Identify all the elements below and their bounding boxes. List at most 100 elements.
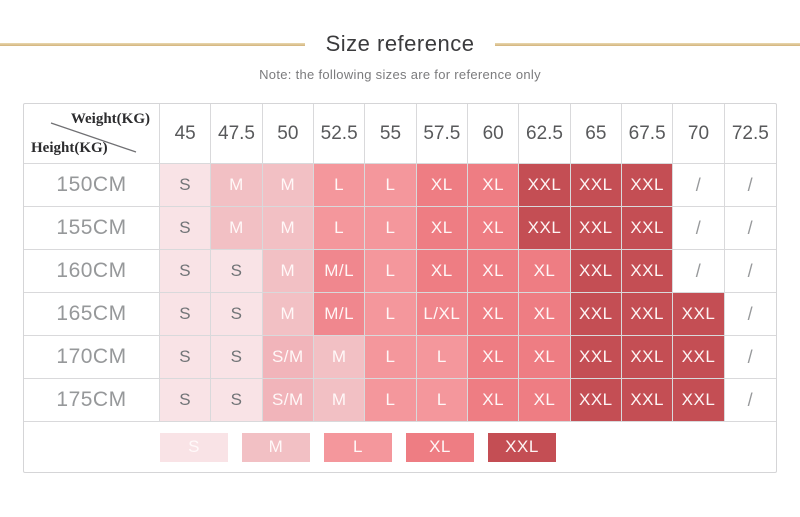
size-cell: L (365, 379, 417, 422)
size-cell: XL (467, 293, 520, 336)
size-cell: XL (519, 293, 571, 336)
weight-axis-label: Weight(KG) (70, 111, 150, 127)
size-cell: M/L (313, 250, 366, 293)
size-cell: S/M (262, 336, 314, 379)
height-label-cell: 175CM (24, 379, 160, 422)
size-cell: L (313, 207, 366, 250)
weight-header-cell: 45 (160, 104, 212, 164)
size-cell: L (365, 293, 417, 336)
size-cell: M (262, 293, 314, 336)
size-cell: L (313, 164, 366, 207)
title-divider-line-right (495, 42, 800, 46)
size-cell: L/XL (416, 293, 468, 336)
size-cell-empty: / (724, 164, 776, 207)
size-cell: S (160, 379, 212, 422)
size-cell-empty: / (673, 250, 725, 293)
size-cell: XXL (673, 379, 725, 422)
height-label-cell: 155CM (24, 207, 160, 250)
size-cell: XXL (570, 250, 622, 293)
size-legend: S M L XL XXL (24, 422, 776, 472)
corner-cell: Weight(KG) Height(KG) (24, 104, 160, 164)
size-cell: L (365, 336, 417, 379)
size-cell: XL (467, 336, 520, 379)
size-cell: XXL (570, 164, 622, 207)
size-cell: M (262, 164, 314, 207)
size-cell: XXL (621, 164, 674, 207)
title-divider-line-left (0, 42, 305, 46)
size-cell: XL (416, 250, 468, 293)
size-cell: XL (467, 164, 520, 207)
weight-header-cell: 65 (570, 104, 622, 164)
size-cell: M (262, 250, 314, 293)
size-cell: S/M (262, 379, 314, 422)
size-cell: XL (519, 379, 571, 422)
size-cell: M (262, 207, 314, 250)
size-cell: XL (416, 207, 468, 250)
size-cell: XL (467, 250, 520, 293)
weight-header-cell: 67.5 (621, 104, 674, 164)
size-cell: S (211, 336, 263, 379)
weight-header-cell: 60 (467, 104, 520, 164)
height-axis-label: Height(KG) (31, 140, 108, 156)
size-cell: XL (519, 250, 571, 293)
size-cell-empty: / (724, 250, 776, 293)
size-cell: L (365, 250, 417, 293)
size-cell: XXL (673, 336, 725, 379)
height-label-cell: 165CM (24, 293, 160, 336)
legend-swatch-xxl: XXL (488, 432, 556, 462)
size-cell: XXL (570, 293, 622, 336)
size-cell: S (211, 250, 263, 293)
weight-header-cell: 47.5 (211, 104, 263, 164)
size-cell: XXL (621, 207, 674, 250)
height-label-cell: 150CM (24, 164, 160, 207)
size-cell: L (365, 207, 417, 250)
size-cell: XXL (621, 336, 674, 379)
weight-header-cell: 50 (262, 104, 314, 164)
weight-header-cell: 72.5 (724, 104, 776, 164)
size-cell: S (160, 293, 212, 336)
reference-note: Note: the following sizes are for refere… (259, 67, 541, 82)
size-grid: Weight(KG) Height(KG) 45 47.5 50 52.5 55 57.5… (24, 104, 776, 422)
height-label-cell: 160CM (24, 250, 160, 293)
size-cell: XL (519, 336, 571, 379)
legend-swatch-xl: XL (406, 432, 474, 462)
height-label-cell: 170CM (24, 336, 160, 379)
size-cell: XXL (673, 293, 725, 336)
size-cell: S (211, 293, 263, 336)
size-cell: XXL (570, 379, 622, 422)
size-cell: XL (467, 207, 520, 250)
legend-swatch-m: M (242, 432, 310, 462)
size-cell: S (160, 164, 212, 207)
size-cell-empty: / (724, 207, 776, 250)
size-cell: L (416, 336, 468, 379)
size-cell: XXL (621, 250, 674, 293)
weight-header-cell: 57.5 (416, 104, 468, 164)
size-cell: XXL (519, 164, 571, 207)
size-cell: M/L (313, 293, 366, 336)
weight-header-cell: 55 (365, 104, 417, 164)
title-row: Size reference (0, 31, 800, 57)
size-cell: XL (467, 379, 520, 422)
size-cell: L (416, 379, 468, 422)
size-reference-table: Weight(KG) Height(KG) 45 47.5 50 52.5 55 57.5… (23, 103, 777, 473)
size-cell: S (160, 250, 212, 293)
size-cell-empty: / (724, 293, 776, 336)
legend-swatch-l: L (324, 432, 392, 462)
size-cell: XXL (621, 379, 674, 422)
weight-header-cell: 62.5 (519, 104, 571, 164)
size-cell-empty: / (673, 164, 725, 207)
size-cell: XXL (570, 336, 622, 379)
size-cell: XL (416, 164, 468, 207)
size-cell: M (211, 207, 263, 250)
size-cell: M (313, 336, 366, 379)
size-cell-empty: / (724, 336, 776, 379)
size-cell: S (211, 379, 263, 422)
size-cell: S (160, 207, 212, 250)
size-cell-empty: / (724, 379, 776, 422)
weight-header-cell: 70 (673, 104, 725, 164)
size-cell: S (160, 336, 212, 379)
size-cell: M (313, 379, 366, 422)
size-cell: XXL (519, 207, 571, 250)
size-cell: M (211, 164, 263, 207)
page-title: Size reference (325, 31, 475, 56)
